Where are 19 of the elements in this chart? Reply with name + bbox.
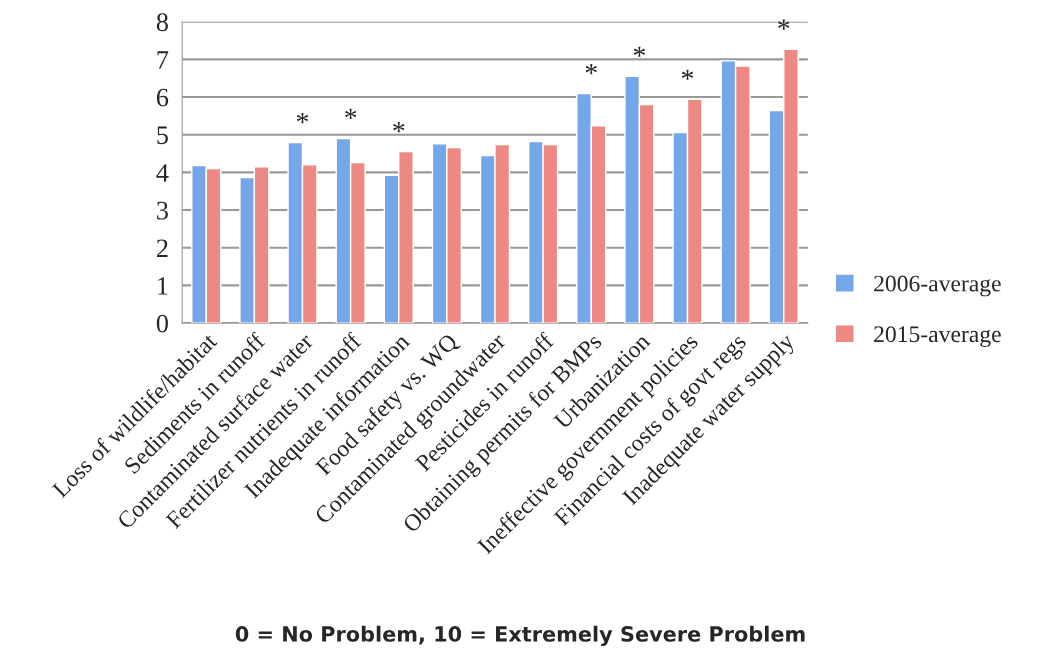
annotation: *	[393, 122, 405, 133]
y-tick-label: 8	[156, 13, 168, 32]
y-tick-label: 3	[157, 201, 168, 220]
legend-label: 2015-average	[874, 326, 1001, 348]
y-tick-label: 0	[156, 314, 168, 333]
annotation: *	[296, 112, 309, 124]
legend-label: 2006-average	[874, 275, 1001, 297]
annotation: *	[778, 19, 790, 30]
y-tick-label: 6	[156, 88, 169, 107]
annotation: *	[585, 64, 597, 75]
y-tick-label: 4	[156, 164, 169, 182]
annotation: *	[633, 46, 645, 57]
annotation: *	[681, 69, 694, 80]
y-tick-label: 1	[158, 277, 168, 295]
annotation: *	[345, 108, 357, 120]
x-axis-title: 0 = No Problem, 10 = Extremely Severe Problem	[235, 625, 805, 647]
y-tick-label: 7	[157, 51, 169, 69]
y-tick-label: 2	[156, 239, 168, 257]
y-tick-label: 5	[157, 126, 168, 145]
